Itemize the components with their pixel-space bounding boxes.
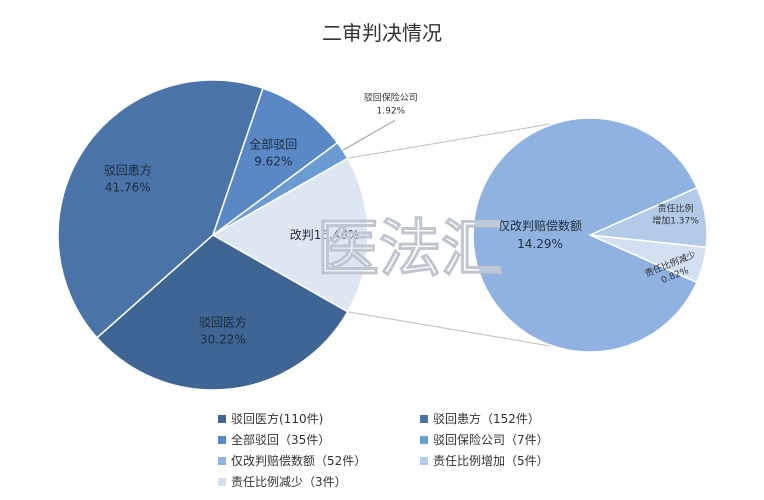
legend-item: 驳回患方（152件）: [420, 411, 540, 426]
slice-label-bohui_baoxian: 驳回保险公司 1.92%: [364, 91, 418, 116]
legend-swatch: [420, 436, 428, 444]
legend-item: 驳回保险公司（7件）: [420, 432, 549, 447]
watermark-text: 医法汇: [317, 212, 503, 285]
chart-legend: 驳回医方(110件) 驳回患方（152件） 全部驳回（35件） 驳回保险公司（7件） 仅…: [218, 411, 549, 489]
slice-label-bohui_yifang: 驳回医方 30.22%: [199, 315, 247, 347]
sub-pie: [472, 117, 708, 353]
slice-label-zengjia: 责任比例增加1.37%: [652, 203, 699, 227]
legend-swatch: [420, 457, 428, 465]
legend-label: 驳回患方（152件）: [433, 411, 540, 426]
main-slice-bohui_yifang: [95, 234, 349, 391]
connector-lines: [347, 123, 551, 347]
leader-line-baoxian: [342, 119, 396, 151]
connector-line-bottom: [347, 311, 551, 347]
main-slice-quanbu_bohui: [211, 87, 339, 238]
sub-slice-jin_gaipan: [472, 117, 698, 353]
main-slice-bohui_huanfang: [57, 79, 264, 339]
slice-label-quanbu_bohui: 全部驳回 9.62%: [249, 136, 297, 168]
legend-swatch: [218, 436, 226, 444]
legend-label: 责任比例减少（3件）: [231, 475, 347, 489]
legend-label: 全部驳回（35件）: [231, 432, 330, 447]
legend-swatch: [420, 415, 428, 423]
connector-line-top: [347, 123, 551, 159]
legend-item: 驳回医方(110件): [218, 411, 323, 426]
slice-labels: 驳回患方 41.76% 驳回医方 30.22% 改判16.48% 驳回保险公司 1.92% 全…: [104, 91, 699, 347]
legend-label: 驳回保险公司（7件）: [433, 432, 549, 447]
chart-title: 二审判决情况: [322, 21, 442, 45]
main-pie: [57, 79, 369, 391]
legend-item: 全部驳回（35件）: [218, 432, 330, 447]
legend-label: 驳回医方(110件): [231, 411, 323, 426]
slice-label-bohui_huanfang: 驳回患方 41.76%: [104, 162, 152, 194]
legend-swatch: [218, 457, 226, 465]
legend-label: 仅改判赔偿数额（52件）: [231, 453, 366, 468]
legend-label: 责任比例增加（5件）: [433, 454, 549, 468]
legend-swatch: [218, 415, 226, 423]
main-slice-gaipan: [211, 157, 369, 313]
slice-label-gaipan: 改判16.48%: [290, 228, 360, 242]
legend-item: 责任比例减少（3件）: [218, 475, 347, 489]
legend-item: 仅改判赔偿数额（52件）: [218, 453, 366, 468]
legend-item: 责任比例增加（5件）: [420, 454, 549, 468]
legend-swatch: [218, 478, 226, 486]
slice-label-jin_gaipan: 仅改判赔偿数额 14.29%: [498, 218, 582, 251]
